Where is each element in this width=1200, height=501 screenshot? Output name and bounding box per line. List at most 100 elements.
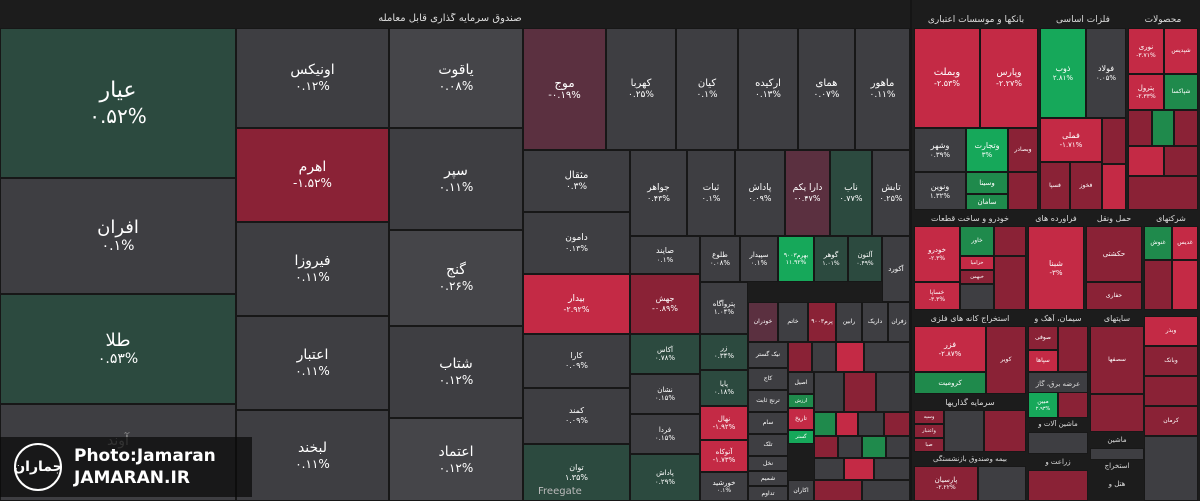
mosaic-tile[interactable] [884, 412, 910, 436]
mosaic-tile[interactable] [886, 436, 910, 458]
cell-khzamia[interactable]: خزامیا [960, 256, 994, 270]
cell-shamim[interactable]: شمیم [748, 471, 788, 486]
cell-vshahr[interactable]: وشهر ۰.۳۹% [914, 128, 966, 172]
cell-akord[interactable]: آکورد [882, 236, 910, 302]
cell-tala[interactable]: طلا ۰.۵۳% [0, 294, 236, 404]
mosaic-tile[interactable] [994, 256, 1026, 310]
cell-sabah[interactable]: صبا [914, 438, 944, 452]
cell-sepidar[interactable]: سپیدار ۰.۱% [740, 236, 778, 282]
cell-akes[interactable]: آکاس ۰.۷۸% [630, 334, 700, 374]
cell-khatam[interactable]: خاتم [778, 302, 808, 342]
cell-khavar[interactable]: خاور [960, 226, 994, 256]
mosaic-tile[interactable] [844, 458, 874, 480]
cell-afran[interactable]: افران ۰.۱% [0, 178, 236, 294]
mosaic-tile[interactable] [814, 480, 862, 501]
cell-lbakhand[interactable]: لبخند ۰.۱۱% [236, 410, 389, 501]
mosaic-tile[interactable] [984, 410, 1026, 452]
cell-hamai[interactable]: همای ۰.۰۷% [798, 28, 855, 150]
cell-mesghal[interactable]: مثقال ۰.۳% [523, 150, 630, 212]
cell-paterol[interactable]: پترول -۲.۳۳% [1128, 74, 1164, 110]
mosaic-tile[interactable] [1058, 392, 1088, 418]
mosaic-tile[interactable] [1152, 110, 1174, 146]
cell-etebar[interactable]: اعتبار ۰.۱۱% [236, 316, 389, 410]
mosaic-tile[interactable] [1174, 110, 1198, 146]
cell-hakeshti[interactable]: حکشتی [1086, 226, 1142, 282]
mosaic-tile[interactable] [1102, 118, 1126, 164]
cell-arkide[interactable]: ارکیده ۰.۱۳% [738, 28, 798, 150]
cell-vbmelt[interactable]: وبملت -۲.۵۳% [914, 28, 980, 128]
cell-gohar[interactable]: جواهر ۰.۴۳% [630, 150, 687, 236]
mosaic-tile[interactable] [858, 412, 884, 436]
cell-farda[interactable]: فردا ۰.۱۵% [630, 414, 700, 454]
cell-asil[interactable]: اصیل [788, 372, 814, 394]
mosaic-tile[interactable] [1028, 470, 1088, 501]
mosaic-tile[interactable] [814, 436, 838, 458]
mosaic-tile[interactable] [1144, 260, 1172, 310]
mosaic-tile[interactable] [862, 436, 886, 458]
cell-ganj[interactable]: گنج ۰.۲۶% [389, 230, 523, 326]
cell-kara[interactable]: کارا ۰.۰۹% [523, 334, 630, 388]
mosaic-tile[interactable] [836, 412, 858, 436]
cell-khbahman[interactable]: خبهمن [960, 270, 994, 284]
mosaic-tile[interactable] [1058, 326, 1088, 372]
mosaic-tile[interactable] [788, 342, 812, 372]
cell-bidar[interactable]: بیدار -۲.۹۲% [523, 274, 630, 334]
mosaic-tile[interactable] [864, 342, 910, 372]
mosaic-tile[interactable] [944, 410, 984, 452]
cell-yaram[interactable]: پرم۹۰۰۳ [808, 302, 836, 342]
cell-alton[interactable]: آلتون ۰.۴۹% [848, 236, 882, 282]
cell-shetab[interactable]: شتاب ۰.۱۲% [389, 326, 523, 418]
cell-ghenush[interactable]: غنوش [1144, 226, 1172, 260]
cell-arzesh[interactable]: ارزش [788, 394, 814, 408]
mosaic-tile[interactable] [1164, 146, 1198, 176]
cell-ayar[interactable]: عیار ۰.۵۲% [0, 28, 236, 178]
cell-nahal[interactable]: نهال -۱.۹۲% [700, 406, 748, 440]
cell-gostar[interactable]: گستر [788, 430, 814, 444]
cell-darayekom[interactable]: دارا یکم -۰.۴۷% [785, 150, 830, 236]
mosaic-tile[interactable] [814, 372, 844, 412]
cell-petroagah[interactable]: پتروآگاه ۱.۰۴% [700, 282, 748, 334]
cell-ghadis[interactable]: غدیس [1172, 226, 1198, 260]
cell-vsapa[interactable]: وسپه [914, 410, 944, 424]
mosaic-tile[interactable] [1008, 172, 1038, 210]
cell-negin[interactable]: زر ۰.۳۴% [700, 334, 748, 370]
mosaic-tile[interactable] [1128, 176, 1198, 210]
mosaic-tile[interactable] [1172, 260, 1198, 310]
cell-separ[interactable]: سپر ۰.۱۱% [389, 128, 523, 230]
cell-yaghut[interactable]: یاقوت ۰.۰۸% [389, 28, 523, 128]
mosaic-tile[interactable] [1028, 432, 1088, 454]
cell-kerman[interactable]: کرمان [1144, 406, 1198, 436]
cell-koroumit[interactable]: کرومیت [914, 372, 986, 394]
cell-mahur[interactable]: ماهور ۰.۱۱% [855, 28, 910, 150]
cell-etemad[interactable]: اعتماد ۰.۱۲% [389, 418, 523, 501]
cell-nakhl[interactable]: نخل [748, 456, 788, 471]
cell-shebena[interactable]: شبنا -۳% [1028, 226, 1084, 310]
cell-rabin[interactable]: رابین [836, 302, 862, 342]
cell-kamand[interactable]: کمند ۰.۰۹% [523, 388, 630, 444]
cell-fezar[interactable]: فزر -۲.۸۷% [914, 326, 986, 372]
cell-kian[interactable]: کیان ۰.۱% [676, 28, 738, 150]
cell-sobhan[interactable]: صوفی [1028, 326, 1058, 350]
cell-sesor[interactable]: سصفها [1090, 326, 1144, 394]
cell-shebandar[interactable]: شپدیس [1164, 28, 1198, 74]
mosaic-tile[interactable] [1128, 146, 1164, 176]
cell-ekaran[interactable]: اکاران [788, 480, 814, 501]
mosaic-tile[interactable] [978, 466, 1026, 501]
cell-padash[interactable]: پاداش ۰.۰۹% [735, 150, 785, 236]
mosaic-tile[interactable] [1128, 110, 1152, 146]
cell-pataas[interactable]: پاداش ۰.۲۹% [630, 454, 700, 501]
cell-atlas[interactable]: آتوکاه -۱.۷۳% [700, 440, 748, 472]
cell-nori[interactable]: نوری -۳.۷۱% [1128, 28, 1164, 74]
cell-nab[interactable]: ناب ۰.۷۷% [830, 150, 872, 236]
cell-kahroba[interactable]: کهربا ۰.۲۵% [606, 28, 676, 150]
cell-tabesh[interactable]: تابش ۰.۲۵% [872, 150, 910, 236]
mosaic-tile[interactable] [814, 412, 836, 436]
cell-neshan[interactable]: نشان ۰.۱۵% [630, 374, 700, 414]
cell-onix[interactable]: اونیکس ۰.۱۲% [236, 28, 389, 128]
cell-sam[interactable]: سام [748, 412, 788, 434]
cell-firuza[interactable]: فیروزا ۰.۱۱% [236, 222, 389, 316]
mosaic-tile[interactable] [960, 284, 994, 310]
cell-nik[interactable]: نیک گستر [748, 342, 788, 368]
cell-parsian[interactable]: پارسیان -۲.۲۲% [914, 466, 978, 501]
cell-vbazr[interactable]: وبذر [1144, 316, 1198, 346]
